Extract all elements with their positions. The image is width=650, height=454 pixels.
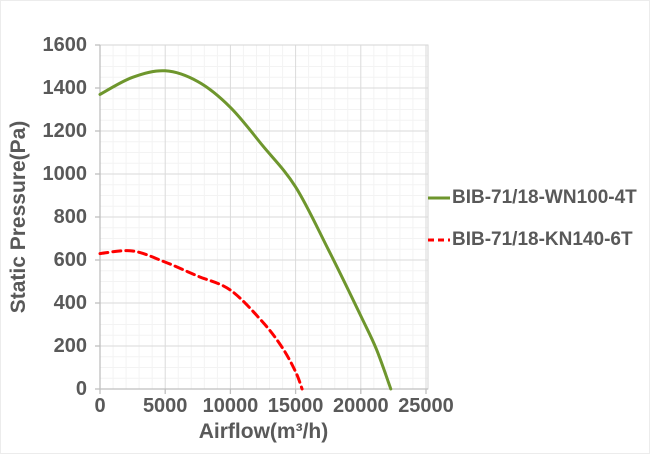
legend-label: BIB-71/18-WN100-4T — [452, 187, 637, 208]
x-tick-label: 15000 — [267, 395, 324, 417]
y-tick-label: 600 — [53, 249, 87, 271]
x-axis-title: Airflow(m³/h) — [198, 420, 329, 443]
y-tick-label: 1400 — [42, 77, 88, 99]
series-curve-1 — [98, 249, 304, 391]
x-tick-label: 20000 — [332, 395, 389, 417]
y-tick-label: 0 — [75, 378, 87, 400]
y-tick-label: 1600 — [42, 34, 88, 56]
legend-label: BIB-71/18-KN140-6T — [452, 229, 633, 250]
x-tick-label: 25000 — [398, 395, 454, 417]
x-tick-label: 0 — [94, 395, 106, 417]
y-tick-label: 800 — [53, 206, 87, 228]
y-tick-label: 400 — [53, 292, 87, 314]
y-tick-label: 200 — [53, 335, 87, 357]
legend-item: BIB-71/18-WN100-4T — [428, 186, 637, 210]
y-axis-title: Static Pressure(Pa) — [7, 120, 30, 314]
x-tick-label: 5000 — [142, 395, 188, 417]
y-tick-label: 1200 — [42, 120, 88, 142]
y-tick-label: 1000 — [42, 163, 88, 185]
dashed-line-marker-icon — [428, 238, 450, 242]
solid-line-marker-icon — [428, 196, 450, 200]
series-curve-0 — [98, 69, 393, 391]
x-tick-label: 10000 — [202, 395, 259, 417]
legend-item: BIB-71/18-KN140-6T — [428, 228, 633, 252]
